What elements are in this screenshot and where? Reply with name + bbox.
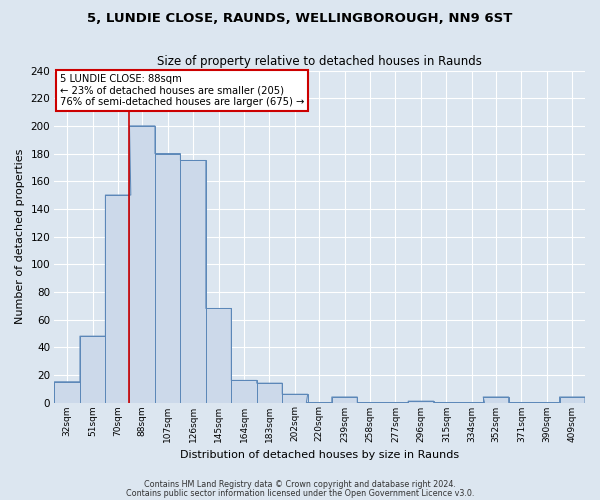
Bar: [257, 383, 282, 402]
Text: Contains HM Land Registry data © Crown copyright and database right 2024.: Contains HM Land Registry data © Crown c…: [144, 480, 456, 489]
Text: 5 LUNDIE CLOSE: 88sqm
← 23% of detached houses are smaller (205)
76% of semi-det: 5 LUNDIE CLOSE: 88sqm ← 23% of detached …: [60, 74, 304, 107]
Bar: [130, 126, 155, 402]
Bar: [232, 380, 257, 402]
Title: Size of property relative to detached houses in Raunds: Size of property relative to detached ho…: [157, 55, 482, 68]
Bar: [80, 336, 106, 402]
Y-axis label: Number of detached properties: Number of detached properties: [15, 149, 25, 324]
Bar: [106, 195, 131, 402]
Text: 5, LUNDIE CLOSE, RAUNDS, WELLINGBOROUGH, NN9 6ST: 5, LUNDIE CLOSE, RAUNDS, WELLINGBOROUGH,…: [88, 12, 512, 26]
X-axis label: Distribution of detached houses by size in Raunds: Distribution of detached houses by size …: [180, 450, 459, 460]
Bar: [206, 308, 232, 402]
Text: Contains public sector information licensed under the Open Government Licence v3: Contains public sector information licen…: [126, 490, 474, 498]
Bar: [55, 382, 80, 402]
Bar: [332, 397, 357, 402]
Bar: [560, 397, 585, 402]
Bar: [408, 401, 434, 402]
Bar: [155, 154, 181, 402]
Bar: [181, 160, 206, 402]
Bar: [282, 394, 308, 402]
Bar: [483, 397, 509, 402]
